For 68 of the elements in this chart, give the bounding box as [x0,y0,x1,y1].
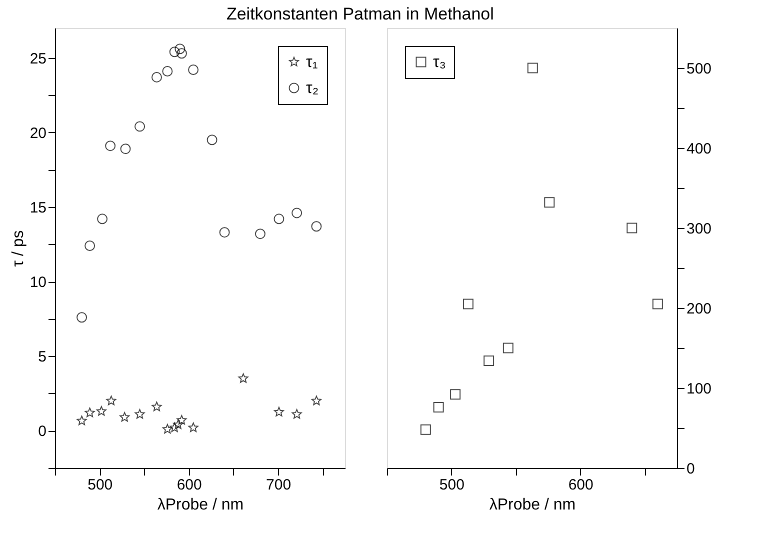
point [433,402,444,412]
point [450,389,461,400]
point [188,422,198,432]
chart-title: Zeitkonstanten Patman in Methanol [226,4,494,24]
y-tick-label: 25 [30,50,46,68]
y-tick-label: 10 [30,274,46,292]
x-axis-title: λProbe / nm [489,496,576,514]
legend-label: τ₁ [306,54,318,71]
point [527,62,538,74]
point [105,140,116,152]
point [134,409,145,419]
point [162,424,172,434]
y-tick-label: 400 [686,140,712,158]
x-tick-label: 500 [439,476,464,494]
point [292,208,302,218]
point [462,298,474,310]
point [84,240,96,251]
point [626,222,638,234]
point [292,409,302,419]
point [652,298,663,310]
x-tick-label: 600 [568,476,594,494]
point [174,44,186,54]
y-axis-title: τ / ps [10,230,27,267]
y-tick-label: 100 [686,380,712,398]
y-tick-label: 0 [686,460,695,478]
y-tick-label: 200 [686,300,712,318]
x-axis-title: λProbe / nm [157,496,244,514]
point [76,416,87,426]
point [544,197,555,208]
y-tick-label: 0 [38,423,46,440]
point [219,227,230,238]
x-tick-label: 700 [266,476,292,494]
legend-label: τ₂ [306,80,319,97]
x-tick-label: 600 [176,476,202,494]
point [169,46,180,58]
y-tick-label: 15 [30,199,46,216]
x-tick-label: 500 [88,476,113,494]
point [97,214,108,224]
point [274,406,284,416]
point [420,424,431,435]
point [206,134,218,146]
point [238,373,248,383]
point [311,221,322,232]
point [151,72,162,82]
point [173,420,184,430]
y-tick-label: 500 [686,60,712,78]
point [254,228,266,240]
point [120,144,131,154]
point [76,312,88,323]
y-tick-label: 20 [30,124,46,142]
y-tick-label: 300 [686,220,712,238]
point [120,412,130,422]
point [188,64,199,75]
point [484,356,494,366]
point [106,396,116,406]
y-tick-label: 5 [38,348,46,366]
point [134,121,146,132]
point [311,396,322,406]
point [84,408,95,418]
point [170,422,180,432]
point [502,342,514,354]
point [274,214,284,224]
text: τ₃ [433,54,446,71]
point [152,402,162,412]
point [176,48,187,59]
point [176,415,187,425]
point [162,66,173,76]
point [96,406,106,416]
